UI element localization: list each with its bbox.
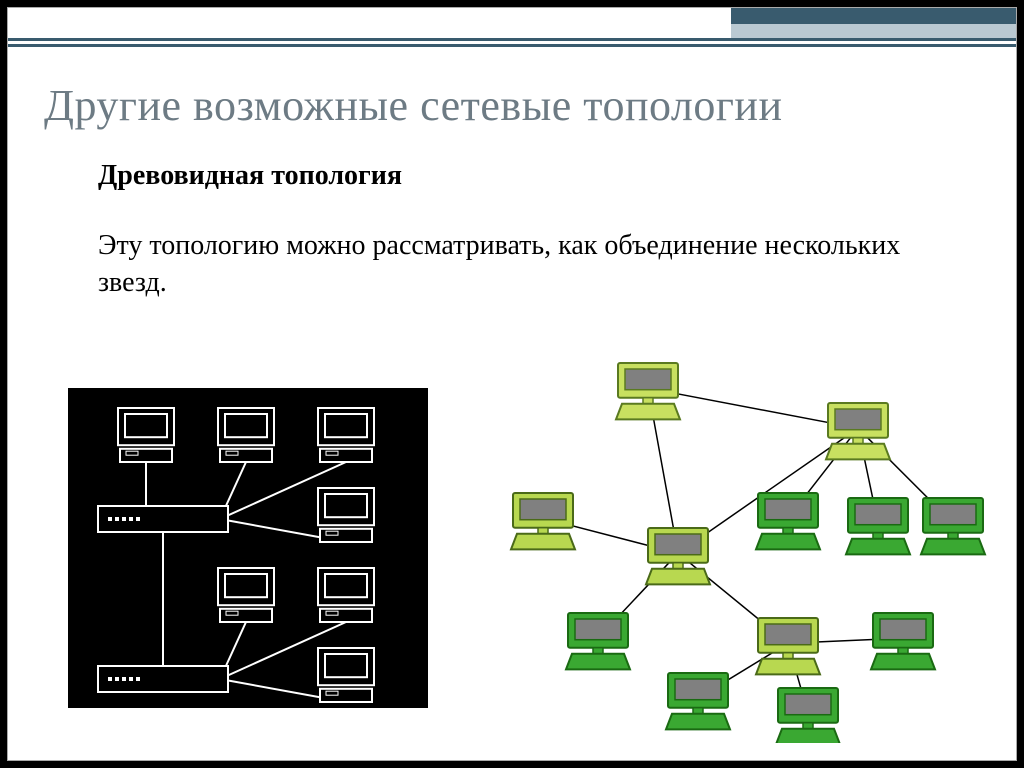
slide-title: Другие возможные сетевые топологии bbox=[44, 80, 986, 131]
slide-body: Древовидная топология Эту топологию можн… bbox=[98, 158, 956, 301]
slide: Другие возможные сетевые топологии Древо… bbox=[8, 8, 1016, 760]
slide-paragraph: Эту топологию можно рассматривать, как о… bbox=[98, 228, 956, 301]
slide-subtitle: Древовидная топология bbox=[98, 158, 956, 194]
slide-header-decor bbox=[8, 8, 1016, 62]
tree-topology-diagram-bw bbox=[68, 388, 428, 708]
tree-topology-diagram-color bbox=[468, 343, 998, 743]
